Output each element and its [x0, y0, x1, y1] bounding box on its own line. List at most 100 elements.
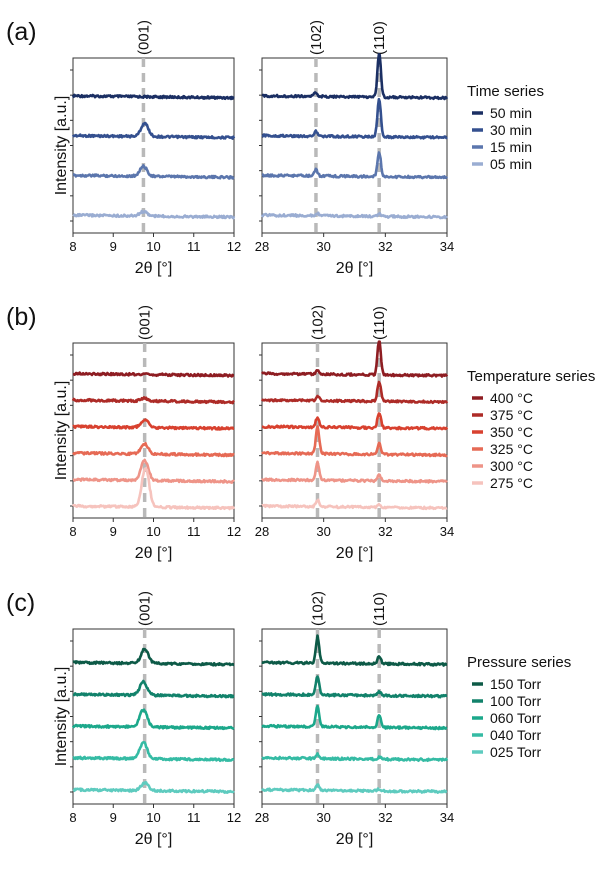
plot-high-angle: 28 30 32 34 2θ [°] (102) (110) — [255, 591, 454, 848]
x-tick-label: 30 — [316, 524, 330, 539]
series-line — [261, 752, 449, 762]
legend-title: Time series — [467, 83, 544, 100]
plot-high-angle: 28 30 32 34 2θ [°] (102) (110) — [255, 20, 454, 277]
series-line — [260, 783, 448, 794]
y-ticks — [259, 640, 262, 793]
series-line — [72, 371, 235, 378]
y-axis-label: Intensity [a.u.] — [53, 667, 70, 767]
series-line — [72, 209, 236, 220]
y-ticks — [70, 640, 73, 793]
x-tick-label: 12 — [227, 524, 241, 539]
reflection-label: (001) — [137, 305, 154, 340]
panel-a: (a) Intensity [a.u.] 8 9 10 11 12 2θ [°] (001) 28… — [6, 18, 544, 277]
x-tick-label: 12 — [227, 239, 241, 254]
series-line — [72, 164, 235, 180]
y-ticks — [259, 354, 262, 507]
legend-label: 060 Torr — [490, 710, 541, 726]
x-tick-label: 10 — [146, 239, 160, 254]
x-tick-label: 32 — [378, 810, 392, 825]
series-line — [71, 467, 236, 511]
legend-label: 05 min — [490, 156, 532, 172]
legend-label: 300 °C — [490, 458, 533, 474]
series-line — [261, 704, 448, 731]
x-tick-label: 34 — [440, 239, 454, 254]
series-line — [71, 708, 235, 731]
y-ticks — [70, 354, 73, 507]
series-line — [72, 780, 235, 794]
reflection-label: (102) — [310, 591, 327, 626]
x-axis-label: 2θ [°] — [135, 260, 173, 277]
plot-frame — [261, 342, 448, 519]
x-tick-label: 11 — [187, 810, 201, 825]
series-line — [260, 380, 449, 405]
reflection-label: (110) — [371, 21, 388, 55]
panel-label: (b) — [6, 303, 37, 331]
x-tick-label: 28 — [255, 239, 269, 254]
legend-label: 50 min — [490, 105, 532, 121]
panel-label: (a) — [6, 18, 37, 46]
panel-label: (c) — [6, 589, 35, 617]
reflection-label: (001) — [135, 20, 152, 55]
x-tick-label: 8 — [69, 524, 76, 539]
x-tick-label: 32 — [378, 524, 392, 539]
legend-title: Pressure series — [467, 654, 571, 671]
x-tick-label: 34 — [440, 810, 454, 825]
plot-frame — [72, 57, 235, 234]
series-line — [261, 460, 448, 484]
series-line — [261, 634, 448, 667]
x-axis-label: 2θ [°] — [336, 545, 374, 562]
plot-frame — [261, 628, 448, 805]
y-axis-label: Intensity [a.u.] — [53, 96, 70, 196]
plot-frame — [261, 57, 448, 234]
x-tick-label: 12 — [227, 810, 241, 825]
x-axis-label: 2θ [°] — [336, 831, 374, 848]
x-tick-label: 8 — [69, 239, 76, 254]
x-tick-label: 30 — [316, 239, 330, 254]
reflection-label: (110) — [371, 592, 388, 626]
plot-frame — [72, 342, 235, 519]
x-tick-label: 28 — [255, 810, 269, 825]
reflection-label: (102) — [310, 305, 327, 340]
series-line — [261, 53, 449, 101]
x-tick-label: 9 — [110, 810, 117, 825]
series-line — [72, 679, 235, 699]
x-tick-label: 9 — [110, 239, 117, 254]
x-tick-label: 11 — [187, 239, 201, 254]
series-line — [261, 675, 448, 699]
x-tick-label: 10 — [146, 524, 160, 539]
series-line — [71, 396, 235, 405]
legend-label: 325 °C — [490, 441, 533, 457]
x-tick-label: 9 — [110, 524, 117, 539]
legend-label: 100 Torr — [490, 693, 541, 709]
plot-low-angle: 8 9 10 11 12 2θ [°] (001) — [69, 20, 241, 277]
x-tick-label: 34 — [440, 524, 454, 539]
series-line — [72, 741, 235, 763]
series-line — [72, 418, 235, 431]
plot-frame — [72, 628, 235, 805]
y-axis-label: Intensity [a.u.] — [53, 381, 70, 481]
series-line — [72, 441, 235, 458]
panel-b: (b) Intensity [a.u.] 8 9 10 11 12 2θ [°] (001) 28… — [6, 303, 595, 562]
series-line — [261, 425, 448, 458]
series-line — [71, 121, 236, 140]
x-axis-label: 2θ [°] — [135, 831, 173, 848]
x-axis-label: 2θ [°] — [135, 545, 173, 562]
series-line — [260, 211, 448, 220]
reflection-label: (001) — [137, 591, 154, 626]
legend-label: 30 min — [490, 122, 532, 138]
reflection-label: (110) — [371, 306, 388, 340]
reflection-label: (102) — [308, 20, 325, 55]
x-tick-label: 32 — [378, 239, 392, 254]
legend-label: 150 Torr — [490, 676, 541, 692]
series-line — [260, 340, 449, 378]
x-tick-label: 8 — [69, 810, 76, 825]
legend-label: 025 Torr — [490, 744, 541, 760]
series-line — [261, 412, 449, 431]
series-line — [71, 93, 235, 101]
panel-c: (c) Intensity [a.u.] 8 9 10 11 12 2θ [°] (001) 28… — [6, 589, 571, 848]
legend-title: Temperature series — [467, 368, 595, 385]
series-line — [261, 151, 449, 180]
